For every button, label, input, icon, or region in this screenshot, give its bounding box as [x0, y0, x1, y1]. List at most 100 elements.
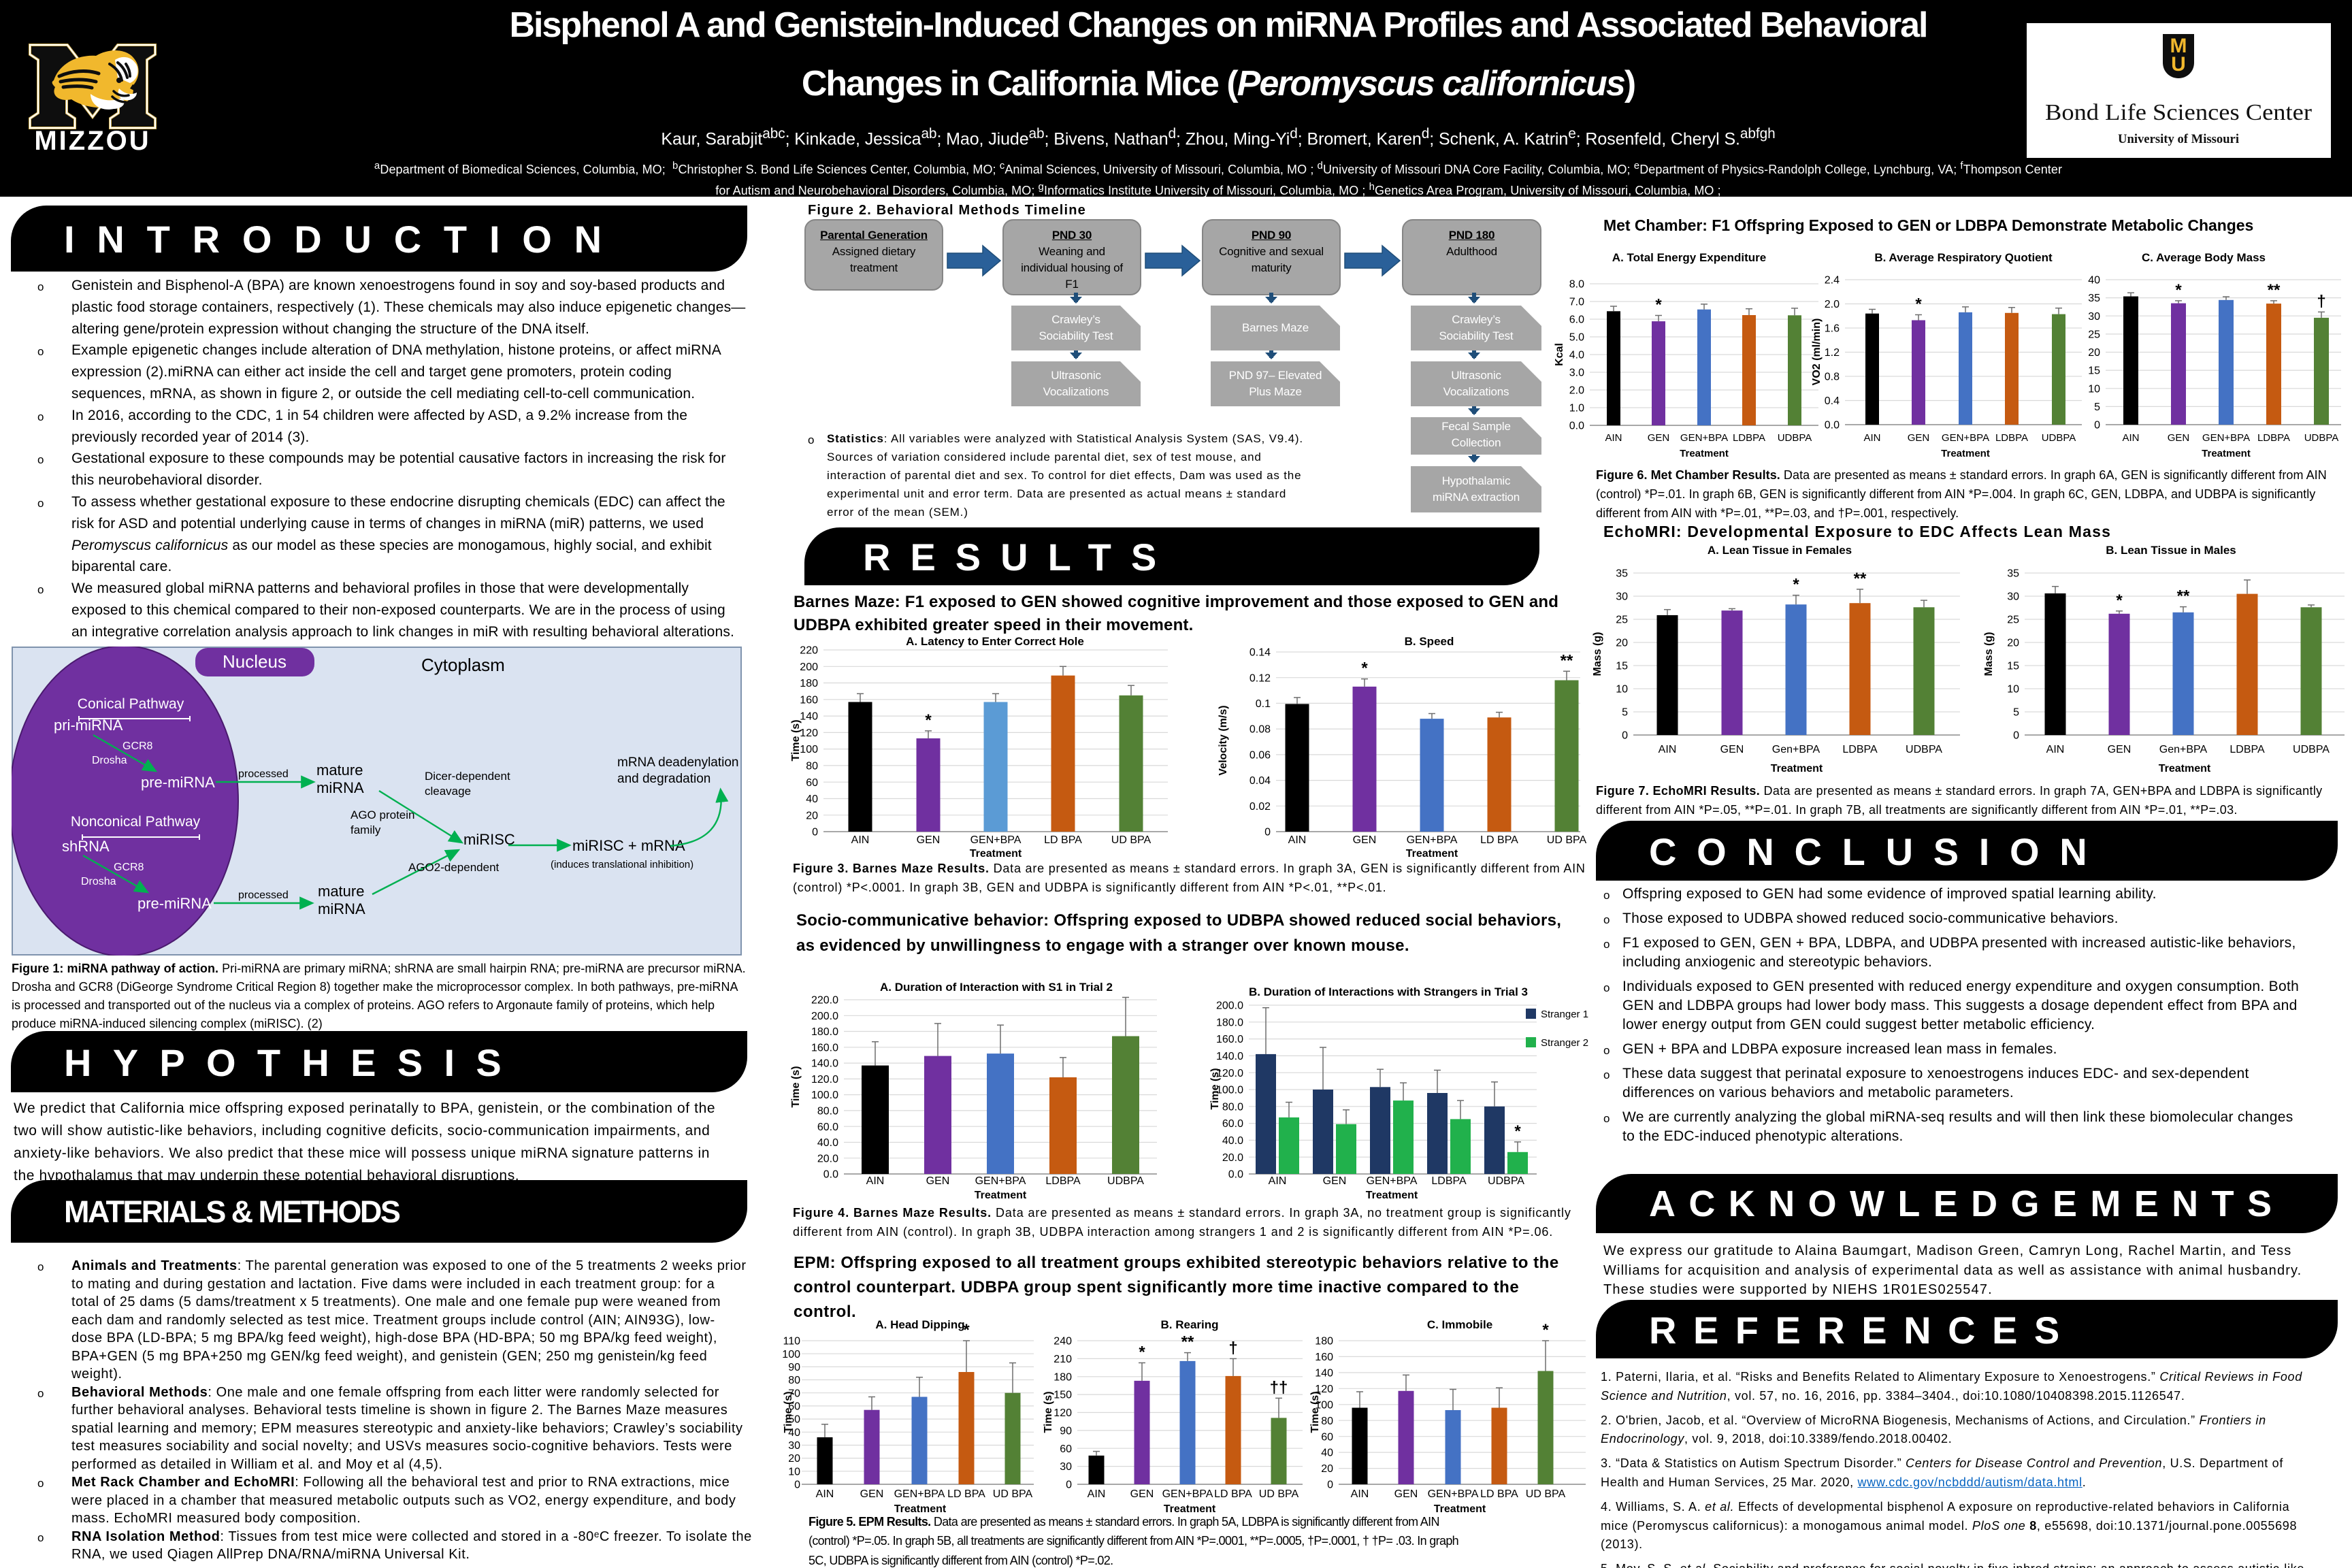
- svg-text:0: 0: [2094, 420, 2100, 431]
- svg-text:AIN: AIN: [866, 1175, 885, 1187]
- svg-text:80: 80: [806, 761, 818, 772]
- svg-text:LDBPA: LDBPA: [2230, 744, 2265, 755]
- svg-text:0: 0: [2013, 730, 2019, 742]
- svg-text:A. Latency to Enter Correct Ho: A. Latency to Enter Correct Hole: [906, 635, 1084, 648]
- svg-text:20: 20: [788, 1453, 800, 1465]
- svg-text:UDBPA: UDBPA: [2042, 432, 2076, 444]
- svg-text:7.0: 7.0: [1569, 297, 1584, 308]
- svg-text:140: 140: [800, 711, 818, 723]
- svg-text:140.0: 140.0: [811, 1058, 838, 1070]
- svg-text:GEN: GEN: [2108, 744, 2132, 755]
- svg-text:B. Rearing: B. Rearing: [1160, 1318, 1218, 1331]
- svg-text:GEN+BPA: GEN+BPA: [2202, 432, 2250, 444]
- svg-text:0.1: 0.1: [1256, 698, 1271, 710]
- svg-text:AIN: AIN: [1659, 744, 1677, 755]
- svg-text:†: †: [1228, 1339, 1237, 1357]
- svg-text:0.06: 0.06: [1250, 750, 1271, 762]
- svg-text:180.0: 180.0: [1216, 1017, 1243, 1028]
- svg-text:shRNA: shRNA: [62, 838, 110, 855]
- svg-text:6.0: 6.0: [1569, 314, 1584, 326]
- svg-text:120: 120: [800, 728, 818, 739]
- svg-text:miRISC + mRNA: miRISC + mRNA: [572, 837, 685, 854]
- svg-text:GEN: GEN: [1323, 1175, 1347, 1187]
- svg-text:*: *: [1514, 1122, 1521, 1141]
- svg-text:UDBPA: UDBPA: [1488, 1175, 1524, 1187]
- svg-text:LD BPA: LD BPA: [1214, 1488, 1252, 1500]
- svg-text:Cytoplasm: Cytoplasm: [421, 655, 505, 675]
- svg-text:210: 210: [1054, 1354, 1072, 1365]
- svg-text:80.0: 80.0: [1222, 1101, 1243, 1113]
- svg-text:GEN+BPA: GEN+BPA: [1162, 1488, 1213, 1500]
- svg-text:100.0: 100.0: [811, 1090, 838, 1101]
- svg-text:Treatment: Treatment: [1434, 1503, 1486, 1515]
- svg-text:Treatment: Treatment: [2202, 448, 2251, 459]
- svg-text:GEN: GEN: [1130, 1488, 1154, 1500]
- svg-text:Nonconical Pathway: Nonconical Pathway: [71, 814, 201, 830]
- svg-text:180.0: 180.0: [811, 1026, 838, 1038]
- svg-text:40: 40: [806, 794, 818, 805]
- svg-text:A. Total Energy Expenditure: A. Total Energy Expenditure: [1612, 251, 1766, 264]
- svg-text:AIN: AIN: [851, 834, 870, 846]
- svg-text:A. Lean Tissue in Females: A. Lean Tissue in Females: [1708, 544, 1852, 557]
- svg-text:miRISC: miRISC: [463, 831, 515, 848]
- svg-text:AIN: AIN: [816, 1488, 834, 1500]
- svg-text:**: **: [1854, 570, 1867, 588]
- svg-text:Time (s): Time (s): [783, 1391, 794, 1433]
- svg-text:30: 30: [1060, 1461, 1072, 1473]
- svg-text:160: 160: [800, 694, 818, 706]
- svg-text:LDBPA: LDBPA: [1045, 1175, 1081, 1187]
- svg-text:LD BPA: LD BPA: [1480, 834, 1518, 846]
- svg-text:15: 15: [1616, 661, 1628, 672]
- svg-text:25: 25: [1616, 615, 1628, 626]
- svg-text:120: 120: [1315, 1384, 1333, 1395]
- svg-text:**: **: [1181, 1333, 1194, 1352]
- svg-text:GEN+BPA: GEN+BPA: [1407, 834, 1458, 846]
- svg-text:60: 60: [1060, 1443, 1072, 1455]
- svg-text:Velocity (m/s): Velocity (m/s): [1218, 705, 1229, 775]
- svg-text:*: *: [2175, 281, 2182, 299]
- svg-text:UD BPA: UD BPA: [993, 1488, 1033, 1500]
- svg-text:0: 0: [1264, 827, 1271, 838]
- svg-text:Treatment: Treatment: [1164, 1503, 1216, 1515]
- svg-text:2.0: 2.0: [1825, 299, 1840, 310]
- svg-text:Time (s): Time (s): [1043, 1391, 1054, 1433]
- svg-text:mature: mature: [316, 762, 363, 779]
- svg-text:UDBPA: UDBPA: [2304, 432, 2339, 444]
- svg-text:180: 180: [1315, 1336, 1333, 1348]
- svg-text:160.0: 160.0: [1216, 1034, 1243, 1045]
- svg-text:8.0: 8.0: [1569, 279, 1584, 291]
- svg-text:20: 20: [2007, 638, 2019, 649]
- svg-text:C. Average Body Mass: C. Average Body Mass: [2142, 251, 2266, 264]
- svg-text:15: 15: [2007, 661, 2019, 672]
- svg-text:Time (s): Time (s): [1209, 1068, 1221, 1109]
- svg-text:150: 150: [1054, 1390, 1072, 1401]
- svg-text:Gen+BPA: Gen+BPA: [2159, 744, 2208, 755]
- svg-text:†: †: [2317, 292, 2325, 310]
- svg-text:cleavage: cleavage: [425, 785, 471, 798]
- svg-text:Time (s): Time (s): [790, 1066, 802, 1107]
- svg-text:140.0: 140.0: [1216, 1051, 1243, 1062]
- svg-text:processed: processed: [238, 768, 289, 780]
- svg-text:family: family: [350, 823, 381, 836]
- svg-text:Mass (g): Mass (g): [1983, 632, 1995, 676]
- svg-text:LD BPA: LD BPA: [1480, 1488, 1518, 1500]
- svg-text:*: *: [1542, 1321, 1549, 1339]
- svg-text:100: 100: [1315, 1399, 1333, 1411]
- svg-text:GEN: GEN: [1353, 834, 1377, 846]
- svg-text:30: 30: [788, 1440, 800, 1452]
- svg-text:*: *: [1361, 659, 1368, 678]
- svg-text:160.0: 160.0: [811, 1042, 838, 1054]
- svg-text:0.12: 0.12: [1250, 672, 1271, 684]
- svg-text:10: 10: [2088, 383, 2100, 395]
- svg-text:1.2: 1.2: [1825, 347, 1840, 359]
- svg-text:AIN: AIN: [1863, 432, 1880, 444]
- svg-text:pre-miRNA: pre-miRNA: [141, 774, 215, 791]
- svg-text:240: 240: [1054, 1336, 1072, 1348]
- svg-text:AGO protein: AGO protein: [350, 808, 415, 821]
- svg-text:*: *: [1915, 295, 1922, 314]
- svg-text:20: 20: [1321, 1463, 1333, 1475]
- svg-text:Treatment: Treatment: [2159, 763, 2211, 774]
- svg-text:GEN: GEN: [2168, 432, 2190, 444]
- svg-text:100.0: 100.0: [1216, 1085, 1243, 1096]
- svg-text:LDBPA: LDBPA: [1995, 432, 2028, 444]
